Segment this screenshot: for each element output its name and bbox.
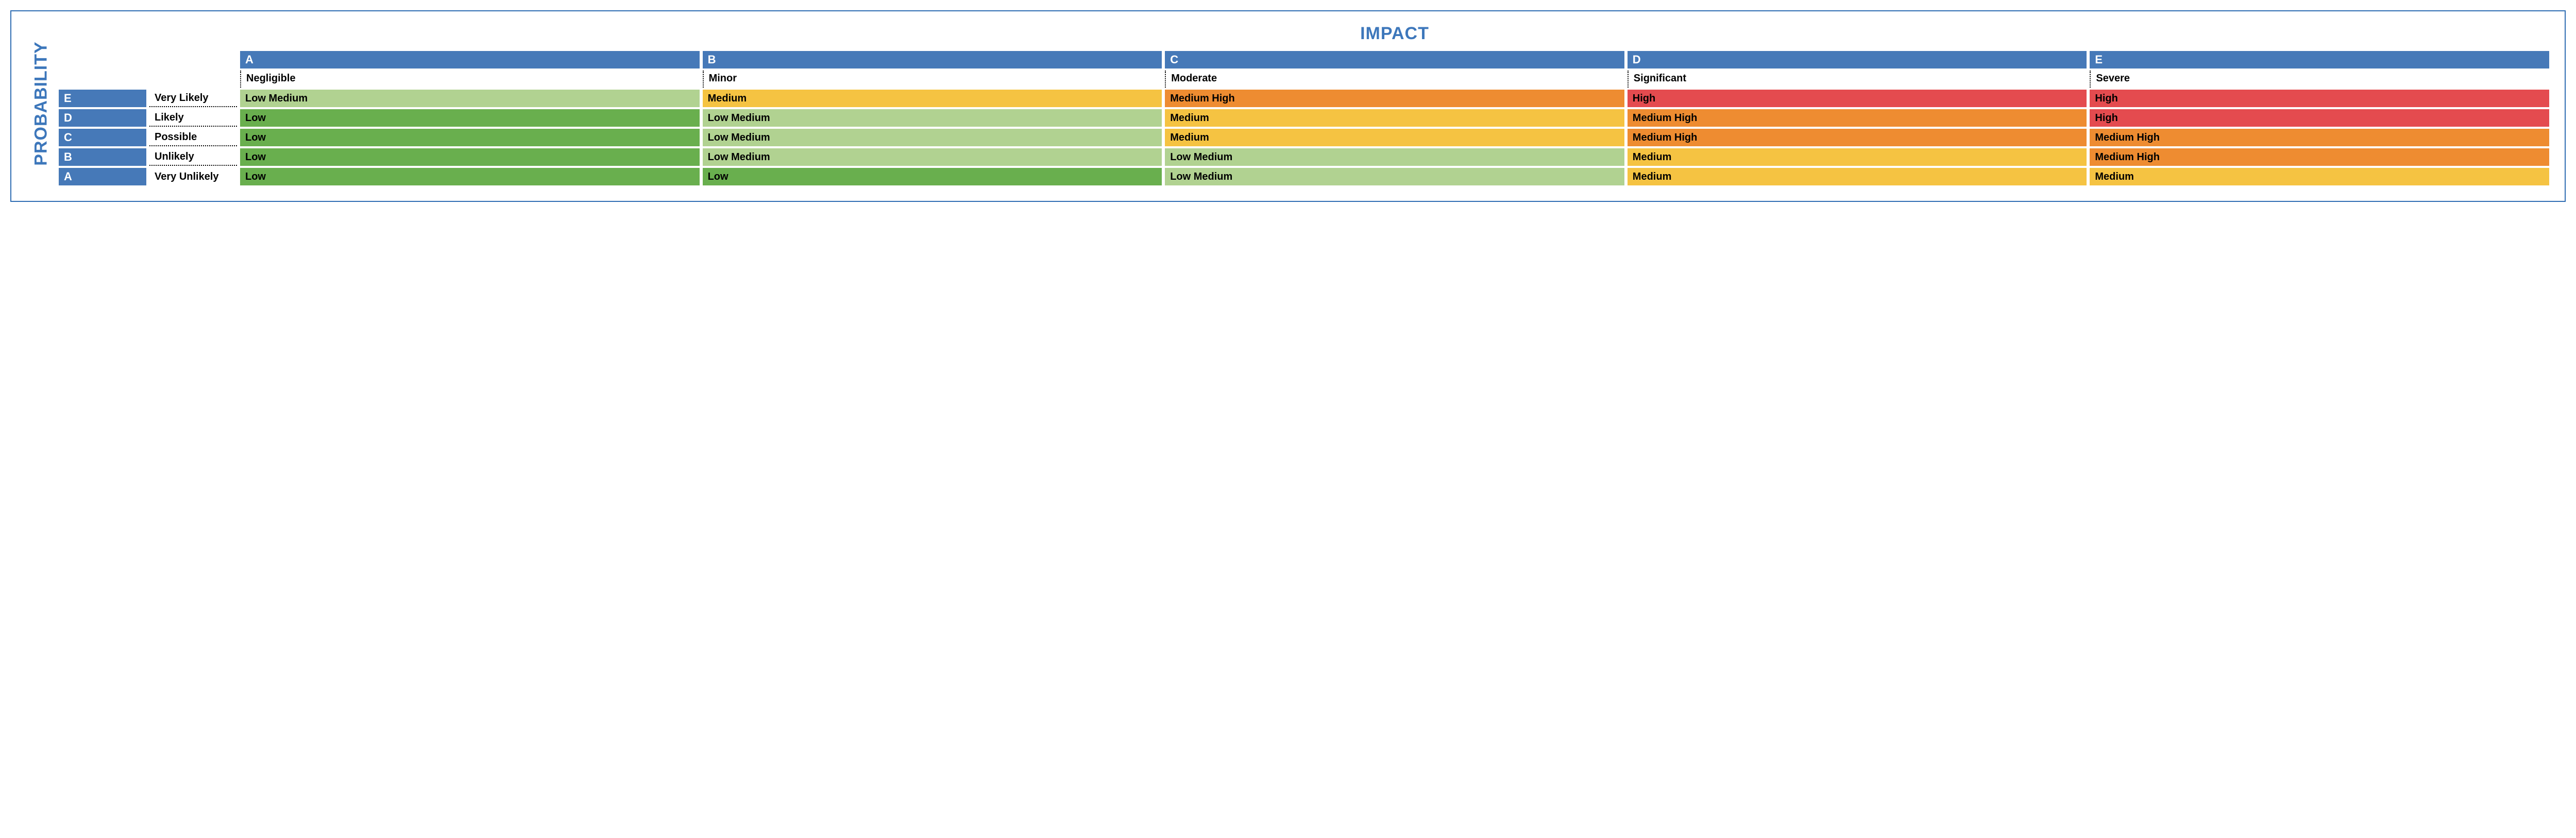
risk-cell: Medium High [1165,90,1624,107]
spacer [59,22,146,49]
risk-matrix-grid: PROBABILITY IMPACT A B C D E Negligible … [27,22,2549,185]
risk-cell: High [2090,90,2549,107]
risk-cell: Low Medium [240,90,700,107]
impact-axis-title: IMPACT [240,22,2549,49]
risk-cell: Low Medium [703,129,1162,146]
probability-row-name: Very Likely [149,90,237,107]
probability-row-name: Likely [149,109,237,127]
impact-col-name: Severe [2090,71,2549,88]
risk-cell: Low [240,109,700,127]
probability-row-name: Possible [149,129,237,146]
spacer [149,71,237,88]
spacer [149,22,237,49]
impact-col-name: Significant [1628,71,2087,88]
probability-row-letter: C [59,129,146,146]
impact-col-name: Negligible [240,71,700,88]
risk-cell: Low [703,168,1162,185]
spacer [149,51,237,69]
impact-col-letter: D [1628,51,2087,69]
probability-row-letter: B [59,148,146,166]
risk-cell: Medium [1165,109,1624,127]
probability-axis-title: PROBABILITY [31,41,52,165]
impact-col-letter: E [2090,51,2549,69]
risk-cell: Low Medium [703,148,1162,166]
probability-axis-slot: PROBABILITY [27,22,56,185]
risk-matrix-frame: PROBABILITY IMPACT A B C D E Negligible … [10,10,2566,202]
risk-cell: Medium [1628,148,2087,166]
impact-col-name: Minor [703,71,1162,88]
spacer [59,51,146,69]
risk-cell: Low [240,129,700,146]
probability-row-letter: E [59,90,146,107]
risk-cell: Low [240,148,700,166]
risk-cell: High [2090,109,2549,127]
impact-col-letter: A [240,51,700,69]
probability-row-letter: A [59,168,146,185]
risk-cell: Medium [1628,168,2087,185]
risk-cell: Medium High [2090,129,2549,146]
risk-cell: Medium [2090,168,2549,185]
probability-row-name: Unlikely [149,148,237,166]
risk-cell: Medium High [1628,129,2087,146]
risk-cell: Medium High [1628,109,2087,127]
risk-cell: Low Medium [703,109,1162,127]
impact-col-name: Moderate [1165,71,1624,88]
probability-row-letter: D [59,109,146,127]
risk-cell: High [1628,90,2087,107]
risk-cell: Low Medium [1165,148,1624,166]
risk-cell: Low Medium [1165,168,1624,185]
risk-cell: Medium [1165,129,1624,146]
spacer [59,71,146,88]
risk-cell: Medium [703,90,1162,107]
risk-cell: Medium High [2090,148,2549,166]
impact-col-letter: B [703,51,1162,69]
probability-row-name: Very Unlikely [149,168,237,185]
impact-col-letter: C [1165,51,1624,69]
risk-cell: Low [240,168,700,185]
